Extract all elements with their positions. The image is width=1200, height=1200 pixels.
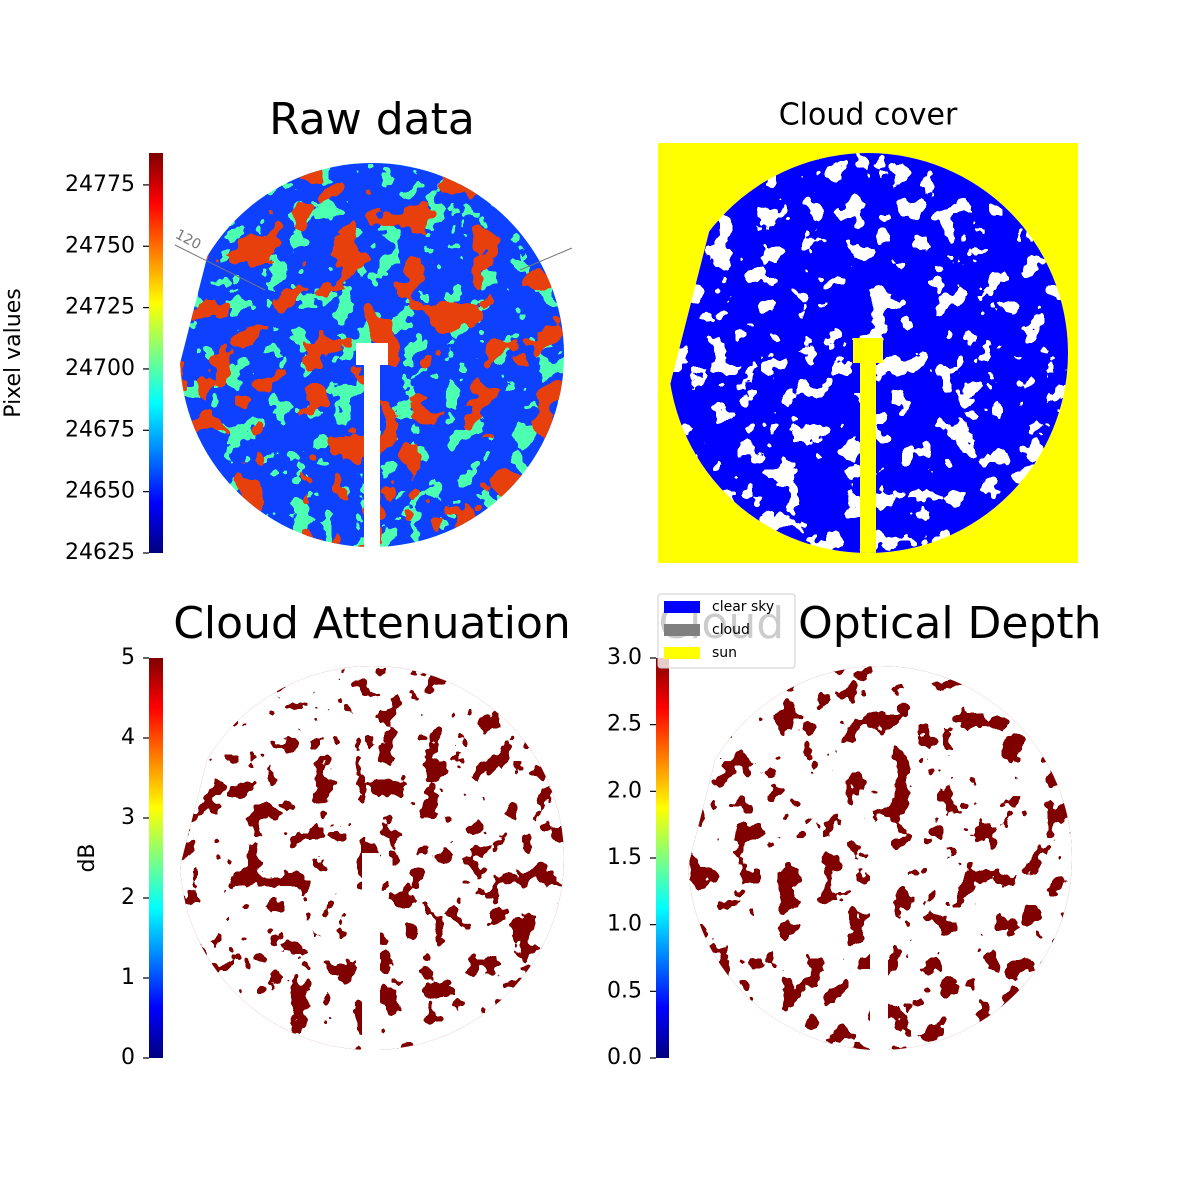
legend: clear sky cloud sun bbox=[657, 593, 796, 669]
mask-head bbox=[356, 343, 388, 365]
legend-swatch bbox=[664, 601, 700, 613]
colorbar-tick-label: 24625 bbox=[65, 540, 135, 565]
colorbar-tick-label: 4 bbox=[121, 725, 135, 750]
polar-guide bbox=[174, 244, 266, 291]
mask-arm bbox=[364, 350, 380, 547]
colorbar-tick-label: 3 bbox=[121, 805, 135, 830]
sky-image bbox=[180, 163, 564, 547]
panel-title: Raw data bbox=[269, 94, 475, 145]
legend-label: cloud bbox=[712, 622, 750, 638]
sky-image bbox=[668, 153, 1068, 553]
panel-title: Cloud Attenuation bbox=[173, 598, 571, 649]
colorbar-tick-label: 0.5 bbox=[607, 978, 642, 1003]
colorbar-label: Pixel values bbox=[1, 288, 26, 417]
colorbar bbox=[149, 658, 163, 1058]
legend-swatch bbox=[664, 647, 700, 659]
colorbar-tick-label: 2.0 bbox=[607, 778, 642, 803]
panel-title: Cloud cover bbox=[779, 98, 958, 133]
colorbar-tick-label: 24725 bbox=[65, 295, 135, 320]
colorbar-label: dB bbox=[75, 843, 100, 872]
legend-swatch bbox=[664, 624, 700, 636]
colorbar-tick-label: 1 bbox=[121, 965, 135, 990]
colorbar-tick-label: 1.5 bbox=[607, 845, 642, 870]
colorbar bbox=[149, 153, 163, 553]
sun-arm bbox=[860, 353, 876, 553]
colorbar-tick-label: 24775 bbox=[65, 172, 135, 197]
colorbar-tick-label: 3.0 bbox=[607, 645, 642, 670]
mask-arm bbox=[362, 853, 380, 1050]
panel: Cloud Attenuation 0 1 2 3 4 5 dB bbox=[75, 598, 571, 1070]
sky-image bbox=[180, 666, 564, 1050]
sky-image bbox=[688, 666, 1072, 1050]
panel: Cloud cover bbox=[658, 98, 1078, 563]
colorbar-tick-label: 0 bbox=[121, 1045, 135, 1070]
sky-region bbox=[180, 163, 564, 547]
legend-label: clear sky bbox=[712, 599, 774, 615]
colorbar-tick-label: 0.0 bbox=[607, 1045, 642, 1070]
annotation: 120 bbox=[172, 227, 203, 254]
sky-region bbox=[668, 153, 1068, 553]
colorbar-tick-label: 2.5 bbox=[607, 712, 642, 737]
sky-region bbox=[688, 666, 1072, 1050]
colorbar-tick-label: 24675 bbox=[65, 417, 135, 442]
colorbar-tick-label: 24650 bbox=[65, 479, 135, 504]
colorbar-tick-label: 2 bbox=[121, 885, 135, 910]
polar-guide bbox=[519, 247, 573, 271]
colorbar-tick-label: 1.0 bbox=[607, 912, 642, 937]
mask-arm bbox=[870, 853, 888, 1050]
legend-label: sun bbox=[712, 645, 737, 661]
colorbar-tick-label: 5 bbox=[121, 645, 135, 670]
colorbar-tick-label: 24750 bbox=[65, 233, 135, 258]
colorbar-tick-label: 24700 bbox=[65, 356, 135, 381]
panel: Raw data 120 24625 24650 24675 24700 24725 2475… bbox=[1, 94, 573, 565]
colorbar bbox=[656, 658, 669, 1058]
sun-head bbox=[853, 338, 883, 363]
sky-region bbox=[180, 666, 564, 1050]
